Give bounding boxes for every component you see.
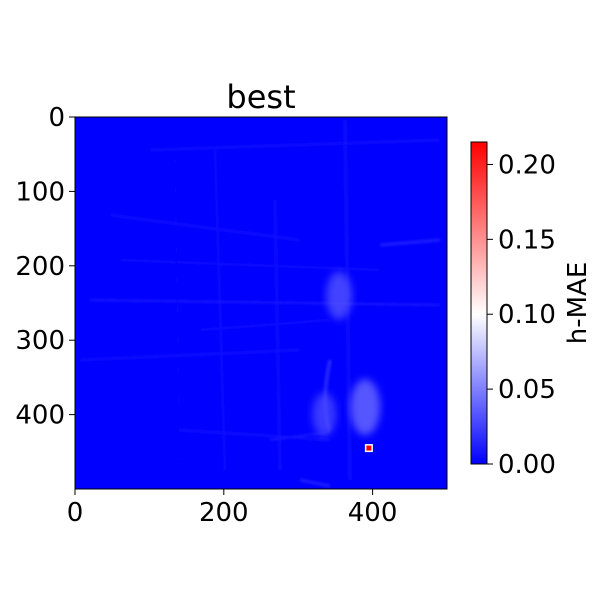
error-region <box>350 379 381 436</box>
colorbar-tick-label: 0.15 <box>498 225 556 255</box>
colorbar: 0.00 0.05 0.10 0.15 0.20 h-MAE <box>470 141 593 480</box>
x-tick-label: 0 <box>67 498 84 528</box>
error-region <box>326 271 353 320</box>
chart-title: best <box>226 78 295 116</box>
heatmap-highlights <box>312 271 381 453</box>
plot-frame <box>74 116 448 490</box>
y-tick-label: 100 <box>15 177 65 207</box>
y-tick-label: 300 <box>15 326 65 356</box>
colorbar-tick-label: 0.05 <box>498 375 556 405</box>
colorbar-tick-label: 0.20 <box>498 150 556 180</box>
colorbar-ticks: 0.00 0.05 0.10 0.15 0.20 <box>487 150 556 480</box>
colorbar-gradient <box>470 141 488 465</box>
y-tick-label: 200 <box>15 252 65 282</box>
heatmap <box>75 117 447 489</box>
x-axis: 0 200 400 <box>67 489 398 528</box>
y-tick-label: 0 <box>48 103 65 133</box>
peak-error-cell <box>366 445 372 451</box>
x-tick-label: 200 <box>199 498 249 528</box>
y-tick-label: 400 <box>15 401 65 431</box>
colorbar-tick-label: 0.10 <box>498 300 556 330</box>
y-axis: 0 100 200 300 400 <box>15 103 75 431</box>
colorbar-label: h-MAE <box>563 262 593 345</box>
error-region <box>312 392 337 437</box>
colorbar-tick-label: 0.00 <box>498 450 556 480</box>
x-tick-label: 400 <box>348 498 398 528</box>
